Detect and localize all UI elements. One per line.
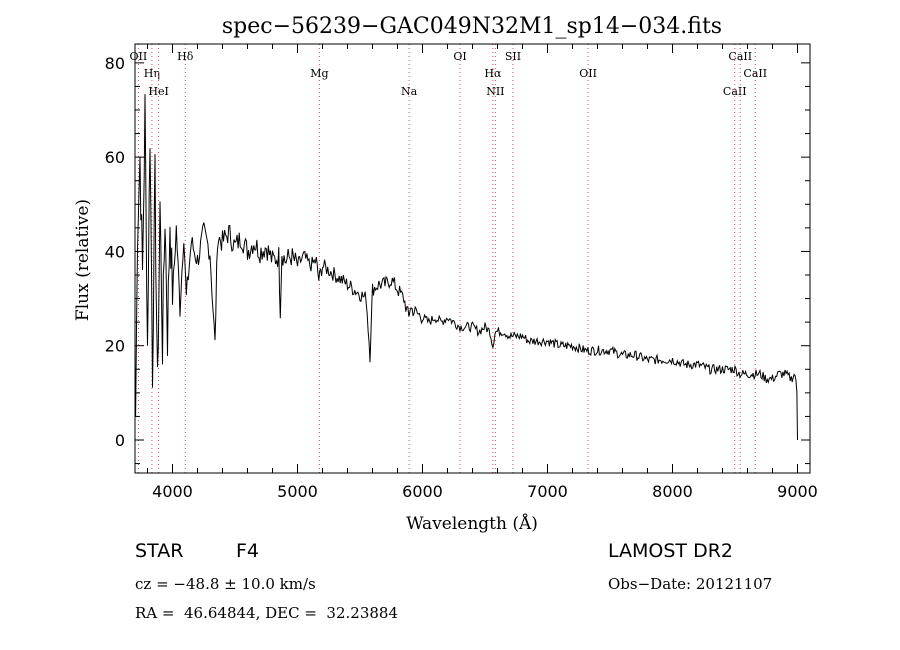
line-label: Na <box>401 85 418 98</box>
chart-title: spec−56239−GAC049N32M1_sp14−034.fits <box>222 14 722 39</box>
y-tick-label: 60 <box>105 148 125 167</box>
line-label: OI <box>453 50 466 63</box>
x-tick-label: 9000 <box>777 482 818 501</box>
object-type: STAR <box>135 540 184 562</box>
emission-lines: OII Hη HeI Hδ Mg Na OI Hα NII SII OII CaII CaII CaII <box>130 44 767 473</box>
line-label: CaII <box>743 67 767 80</box>
y-axis-title: Flux (relative) <box>73 199 93 321</box>
survey-name: LAMOST DR2 <box>608 540 733 562</box>
line-label: CaII <box>728 50 752 63</box>
x-axis-title: Wavelength (Å) <box>406 513 538 534</box>
y-tick-label: 80 <box>105 54 125 73</box>
sky-coordinates: RA = 46.64844, DEC = 32.23884 <box>135 604 399 622</box>
line-label: OII <box>579 67 597 80</box>
line-label: HeI <box>148 85 168 98</box>
y-tick-label: 0 <box>115 431 125 450</box>
line-label: Hα <box>484 67 502 80</box>
x-tick-label: 8000 <box>652 482 693 501</box>
y-tick-label: 40 <box>105 242 125 261</box>
line-label: Hη <box>144 67 160 80</box>
line-label: OII <box>130 50 148 63</box>
redshift-velocity: cz = −48.8 ± 10.0 km/s <box>135 575 316 593</box>
x-tick-label: 7000 <box>527 482 568 501</box>
line-label: CaII <box>723 85 747 98</box>
spectral-subclass: F4 <box>236 540 260 562</box>
axis-ticks: 4000 5000 6000 7000 8000 9000 0 20 40 60 80 <box>105 44 818 501</box>
x-tick-label: 4000 <box>152 482 193 501</box>
observation-date: Obs−Date: 20121107 <box>608 575 773 593</box>
line-label: Hδ <box>177 50 194 63</box>
x-tick-label: 5000 <box>277 482 318 501</box>
spectrum-series <box>135 94 798 441</box>
y-tick-label: 20 <box>105 337 125 356</box>
line-label: SII <box>505 50 521 63</box>
spectrum-line <box>135 94 798 441</box>
x-tick-label: 6000 <box>402 482 443 501</box>
line-label: Mg <box>310 67 328 80</box>
line-label: NII <box>486 85 504 98</box>
plot-frame <box>134 43 811 474</box>
